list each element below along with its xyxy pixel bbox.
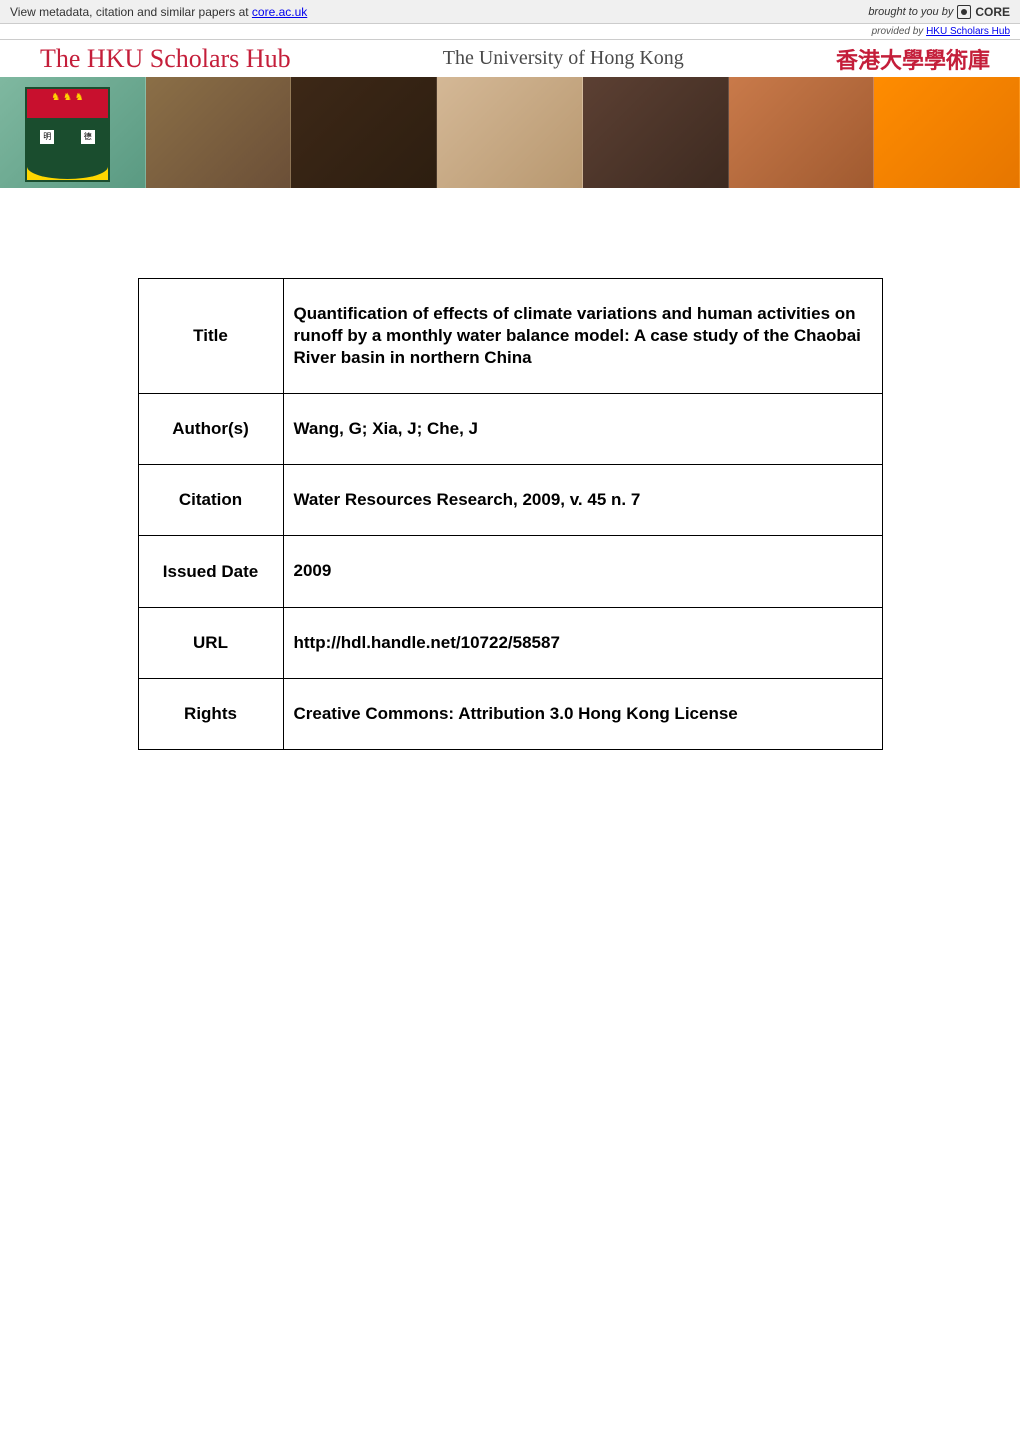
university-title: The University of Hong Kong	[443, 47, 684, 70]
banner-photo	[437, 77, 583, 188]
top-bar-left: View metadata, citation and similar pape…	[10, 5, 307, 19]
field-value: Wang, G; Xia, J; Che, J	[283, 394, 882, 465]
hub-title: The HKU Scholars Hub	[40, 44, 291, 74]
field-value: Water Resources Research, 2009, v. 45 n.…	[283, 465, 882, 536]
top-bar-right: brought to you by CORE	[868, 5, 1010, 19]
banner-title-row: The HKU Scholars Hub The University of H…	[0, 40, 1020, 77]
table-row: Issued Date 2009	[138, 536, 882, 607]
hku-crest: ♞ ♞ ♞ 明 德	[25, 87, 110, 182]
photo-strip	[0, 77, 1020, 188]
table-row: Rights Creative Commons: Attribution 3.0…	[138, 678, 882, 749]
metadata-table: Title Quantification of effects of clima…	[138, 278, 883, 750]
banner-photo	[729, 77, 875, 188]
field-label: Author(s)	[138, 394, 283, 465]
table-row: Title Quantification of effects of clima…	[138, 279, 882, 394]
chinese-title: 香港大學學術庫	[836, 43, 990, 75]
crest-middle: 明 德	[27, 119, 108, 154]
provided-bar: provided by HKU Scholars Hub	[0, 24, 1020, 40]
crest-top: ♞ ♞ ♞	[27, 89, 108, 119]
banner-photo	[874, 77, 1020, 188]
banner-photo	[291, 77, 437, 188]
table-row: Author(s) Wang, G; Xia, J; Che, J	[138, 394, 882, 465]
field-value: http://hdl.handle.net/10722/58587	[283, 607, 882, 678]
banner-photo	[146, 77, 292, 188]
field-label: Rights	[138, 678, 283, 749]
view-metadata-text: View metadata, citation and similar pape…	[10, 5, 252, 19]
crest-bottom	[27, 154, 108, 179]
field-value: Creative Commons: Attribution 3.0 Hong K…	[283, 678, 882, 749]
provided-text: provided by	[872, 26, 926, 37]
top-bar: View metadata, citation and similar pape…	[0, 0, 1020, 24]
crest-char: 明	[40, 130, 54, 144]
brought-text: brought to you by	[868, 6, 953, 18]
table-row: URL http://hdl.handle.net/10722/58587	[138, 607, 882, 678]
provider-link[interactable]: HKU Scholars Hub	[926, 26, 1010, 37]
core-icon	[957, 5, 971, 19]
field-label: Issued Date	[138, 536, 283, 607]
core-link[interactable]: core.ac.uk	[252, 5, 307, 19]
field-label: Citation	[138, 465, 283, 536]
field-value: 2009	[283, 536, 882, 607]
banner-photo	[583, 77, 729, 188]
core-logo: CORE	[975, 5, 1010, 19]
header-banner: The HKU Scholars Hub The University of H…	[0, 40, 1020, 188]
crest-lions: ♞ ♞ ♞	[27, 92, 108, 103]
field-label: URL	[138, 607, 283, 678]
banner-photo-strip: ♞ ♞ ♞ 明 德	[0, 77, 1020, 188]
crest-char: 德	[81, 130, 95, 144]
metadata-table-body: Title Quantification of effects of clima…	[138, 279, 882, 750]
field-value: Quantification of effects of climate var…	[283, 279, 882, 394]
table-row: Citation Water Resources Research, 2009,…	[138, 465, 882, 536]
field-label: Title	[138, 279, 283, 394]
